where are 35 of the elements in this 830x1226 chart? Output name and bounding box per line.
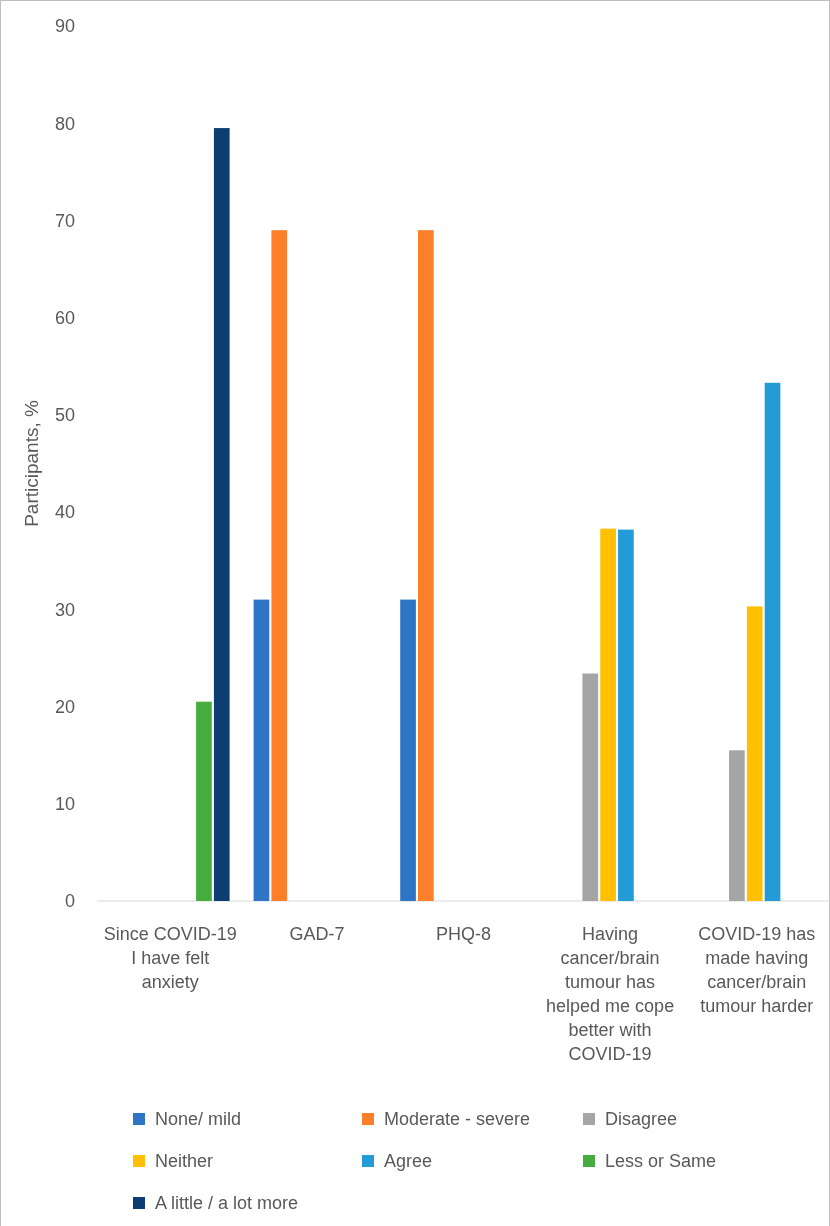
legend-label: None/ mild [155, 1109, 242, 1130]
legend-label: Less or Same [605, 1151, 717, 1172]
bar [746, 606, 763, 901]
x-tick-label: Since COVID-19 I have felt anxiety [103, 924, 237, 992]
bar [729, 750, 745, 901]
bar [196, 701, 212, 901]
bar [400, 599, 416, 901]
legend-label: Agree [384, 1151, 433, 1172]
legend-label: Neither [155, 1151, 214, 1172]
x-tick-label: Having cancer/brain tumour has helped me cope better with COVID-19 [546, 924, 675, 1064]
y-tick-label: 80 [54, 113, 75, 134]
x-tick-label: GAD-7 [289, 924, 345, 944]
y-tick-label: 30 [54, 599, 75, 620]
bar [271, 230, 288, 901]
y-tick-label: 60 [54, 307, 75, 328]
bar [213, 128, 230, 901]
bar [253, 599, 270, 901]
x-tick-label: PHQ-8 [435, 924, 492, 944]
bar [764, 382, 781, 901]
y-tick-label: 90 [54, 16, 75, 37]
legend-label: A little / a lot more [155, 1193, 299, 1214]
x-tick-label: COVID-19 has made having cancer/brain tumour harder [698, 924, 816, 1016]
y-tick-label: 0 [64, 891, 75, 912]
legend-label: Disagree [605, 1109, 678, 1130]
bar [582, 673, 599, 901]
y-tick-label: 70 [54, 210, 75, 231]
legend-label: Moderate - severe [384, 1109, 531, 1130]
bar [418, 230, 434, 901]
y-axis-title: Participants, % [21, 400, 42, 527]
y-tick-label: 50 [54, 405, 75, 426]
bar [618, 529, 634, 901]
y-tick-label: 20 [54, 696, 75, 717]
bar [600, 528, 616, 901]
y-tick-label: 10 [54, 794, 75, 815]
y-tick-label: 40 [54, 502, 75, 523]
